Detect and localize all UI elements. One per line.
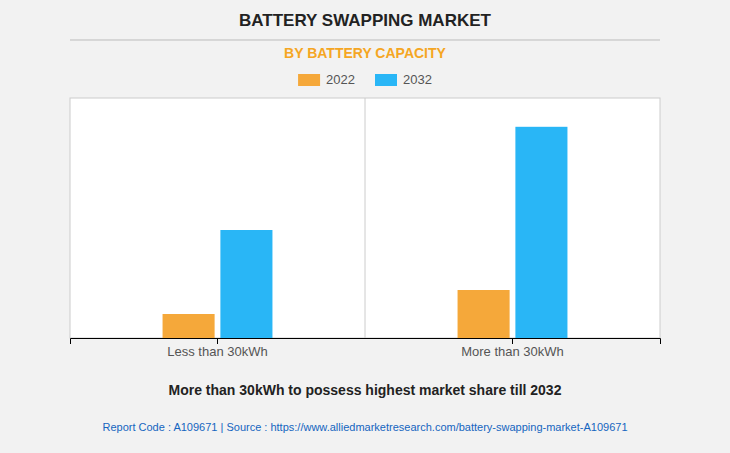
- x-tick-label: Less than 30kWh: [167, 344, 267, 359]
- x-axis-line: [71, 339, 661, 345]
- subtitle: BY BATTERY CAPACITY: [284, 45, 446, 61]
- x-axis: Less than 30kWh More than 30kWh: [71, 338, 661, 359]
- bars: [163, 127, 568, 338]
- legend-label: 2032: [403, 72, 432, 87]
- x-tick: More than 30kWh: [461, 338, 564, 359]
- plot: Less than 30kWh More than 30kWh: [70, 98, 661, 359]
- bar: [163, 314, 215, 338]
- title: BATTERY SWAPPING MARKET: [239, 11, 491, 30]
- x-tick-mark: [217, 338, 218, 344]
- source: Report Code : A109671 | Source : https:/…: [102, 421, 627, 433]
- x-tick: Less than 30kWh: [167, 338, 267, 359]
- chart: BATTERY SWAPPING MARKET BY BATTERY CAPACI…: [0, 0, 730, 453]
- legend-label: 2022: [326, 72, 355, 87]
- legend-swatch: [375, 74, 397, 86]
- title-rule: [70, 40, 660, 41]
- legend-item: 2022: [298, 72, 355, 87]
- footnote: More than 30kWh to possess highest marke…: [169, 382, 562, 398]
- x-tick-label: More than 30kWh: [461, 344, 564, 359]
- legend-swatch: [298, 74, 320, 86]
- x-tick-mark: [512, 338, 513, 344]
- bar: [458, 290, 510, 338]
- plot-area: [70, 98, 660, 338]
- group-divider: [365, 98, 366, 338]
- bar: [220, 230, 272, 338]
- bar: [515, 127, 567, 338]
- legend-item: 2032: [375, 72, 432, 87]
- legend: 2022 2032: [298, 72, 432, 87]
